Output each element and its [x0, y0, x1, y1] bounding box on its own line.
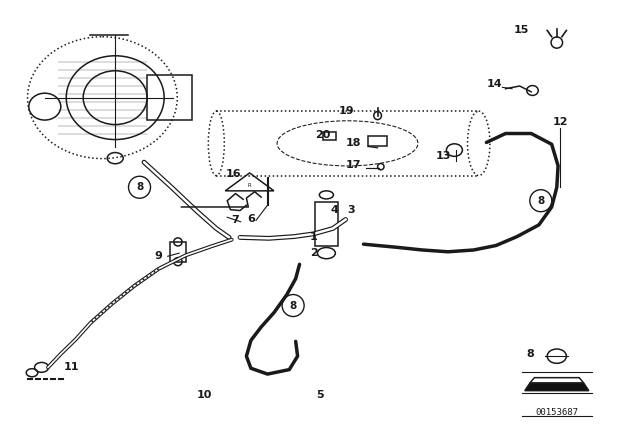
Bar: [315, 202, 338, 246]
Bar: [147, 75, 192, 120]
Text: 2: 2: [310, 248, 317, 258]
Text: 12: 12: [552, 117, 568, 127]
Text: 14: 14: [486, 79, 502, 89]
Text: 18: 18: [346, 138, 361, 148]
Text: 20: 20: [316, 130, 331, 140]
Text: 16: 16: [226, 169, 241, 179]
Bar: [323, 132, 336, 140]
Text: 8: 8: [289, 301, 297, 310]
Text: 15: 15: [514, 26, 529, 35]
Text: R: R: [248, 183, 252, 189]
Bar: [368, 136, 387, 146]
Bar: [170, 242, 186, 262]
Text: 00153687: 00153687: [535, 408, 579, 417]
Text: 13: 13: [435, 151, 451, 161]
Text: 11: 11: [64, 362, 79, 372]
Text: 19: 19: [339, 106, 355, 116]
Text: 3: 3: [347, 205, 355, 215]
Text: 7: 7: [232, 215, 239, 224]
Text: 8: 8: [526, 349, 534, 359]
Text: 10: 10: [197, 390, 212, 400]
Text: 8: 8: [136, 182, 143, 192]
Text: 6: 6: [247, 214, 255, 224]
Text: 17: 17: [346, 160, 361, 170]
Text: 1: 1: [310, 232, 317, 241]
Text: 8: 8: [537, 196, 545, 206]
Text: 9: 9: [155, 251, 163, 261]
Polygon shape: [525, 383, 589, 391]
Text: 5: 5: [316, 390, 324, 400]
Text: 4: 4: [330, 205, 338, 215]
